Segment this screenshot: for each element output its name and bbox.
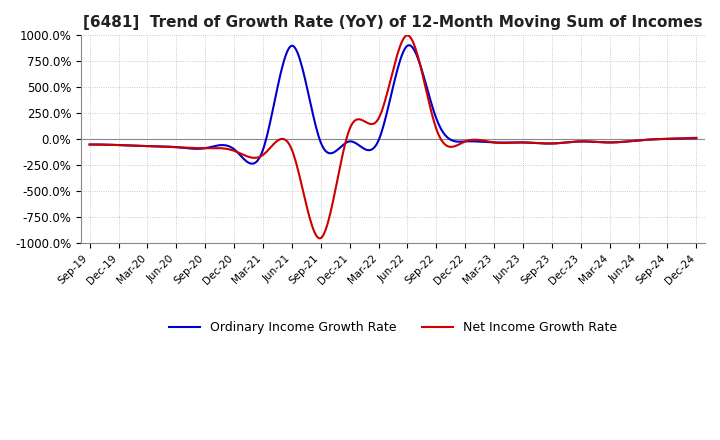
Ordinary Income Growth Rate bbox=[416, 62, 425, 68]
Ordinary Income Growth Rate bbox=[85, 142, 94, 147]
Net Income Growth Rate bbox=[374, 115, 383, 120]
Ordinary Income Growth Rate bbox=[405, 43, 414, 48]
Net Income Growth Rate bbox=[585, 139, 594, 144]
Net Income Growth Rate bbox=[402, 33, 411, 38]
Ordinary Income Growth Rate bbox=[449, 138, 457, 143]
Ordinary Income Growth Rate bbox=[680, 136, 688, 141]
Net Income Growth Rate bbox=[378, 106, 387, 111]
Net Income Growth Rate bbox=[85, 142, 94, 147]
Ordinary Income Growth Rate bbox=[692, 136, 701, 141]
Line: Net Income Growth Rate: Net Income Growth Rate bbox=[89, 35, 696, 238]
Legend: Ordinary Income Growth Rate, Net Income Growth Rate: Ordinary Income Growth Rate, Net Income … bbox=[164, 316, 622, 339]
Line: Ordinary Income Growth Rate: Ordinary Income Growth Rate bbox=[89, 45, 696, 164]
Net Income Growth Rate bbox=[315, 236, 324, 241]
Ordinary Income Growth Rate bbox=[585, 139, 594, 144]
Title: [6481]  Trend of Growth Rate (YoY) of 12-Month Moving Sum of Incomes: [6481] Trend of Growth Rate (YoY) of 12-… bbox=[84, 15, 703, 30]
Ordinary Income Growth Rate bbox=[378, 126, 387, 131]
Net Income Growth Rate bbox=[416, 63, 425, 68]
Net Income Growth Rate bbox=[692, 135, 701, 140]
Net Income Growth Rate bbox=[680, 136, 688, 141]
Net Income Growth Rate bbox=[449, 144, 457, 149]
Ordinary Income Growth Rate bbox=[374, 137, 383, 142]
Ordinary Income Growth Rate bbox=[248, 161, 257, 166]
